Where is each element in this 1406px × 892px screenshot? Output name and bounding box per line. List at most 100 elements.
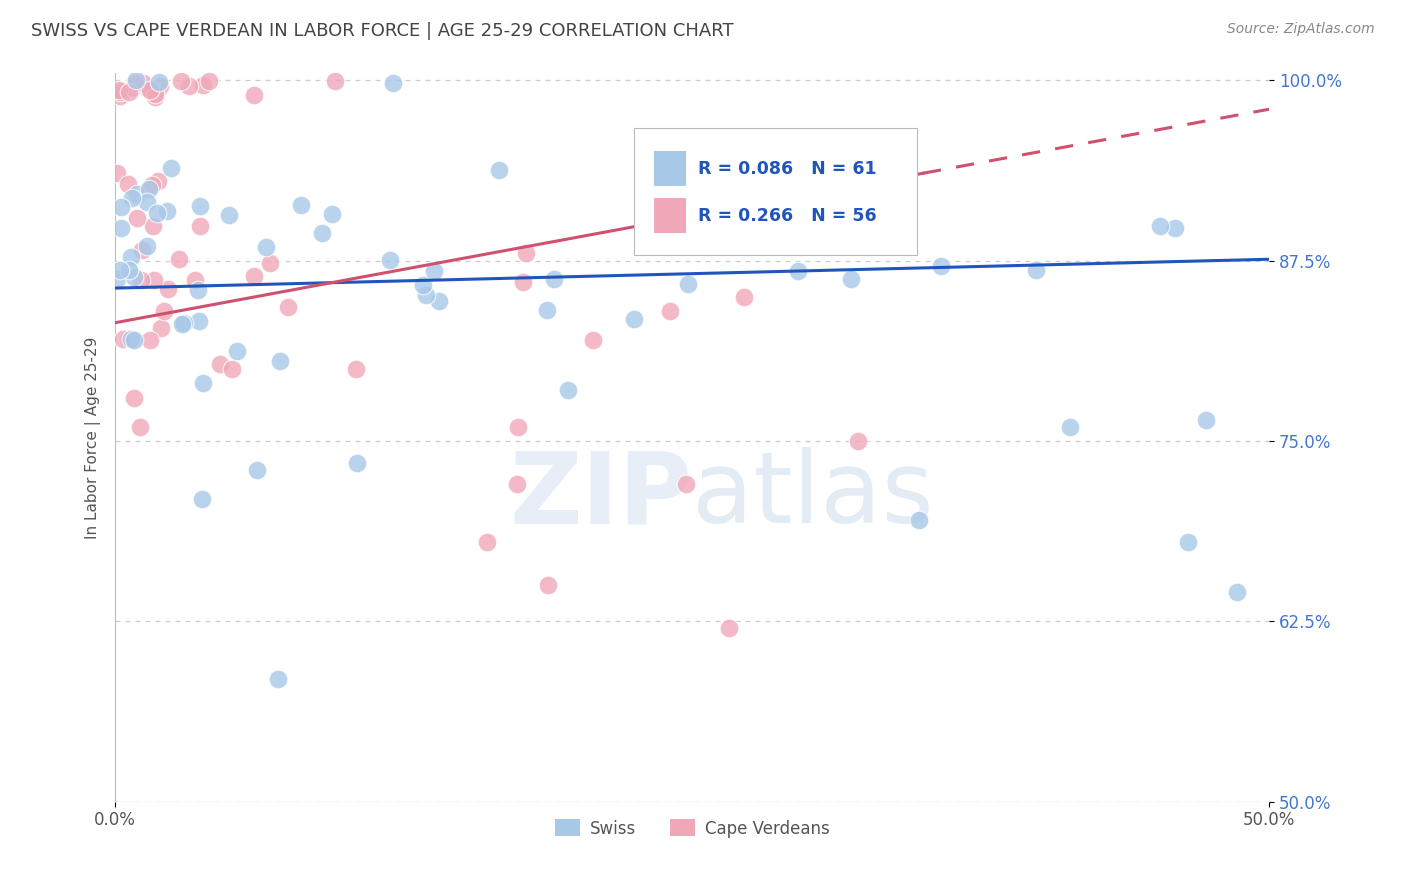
Point	[423, 264, 446, 278]
Point	[427, 293, 450, 308]
Point	[415, 288, 437, 302]
Point	[149, 78, 172, 93]
Point	[1164, 221, 1187, 235]
Point	[515, 246, 537, 260]
Point	[129, 419, 152, 434]
Point	[325, 74, 347, 88]
Point	[117, 177, 139, 191]
Point	[107, 272, 129, 286]
Point	[506, 419, 529, 434]
Point	[218, 208, 240, 222]
Point	[160, 161, 183, 175]
Point	[120, 332, 142, 346]
Point	[122, 391, 145, 405]
Point	[122, 269, 145, 284]
Point	[321, 207, 343, 221]
Point	[209, 357, 232, 371]
Point	[221, 362, 243, 376]
Point	[412, 277, 434, 292]
Point	[269, 354, 291, 368]
Text: atlas: atlas	[692, 447, 934, 544]
Text: Source: ZipAtlas.com: Source: ZipAtlas.com	[1227, 22, 1375, 37]
Point	[142, 219, 165, 233]
Point	[139, 83, 162, 97]
Point	[108, 86, 131, 100]
Point	[759, 204, 782, 219]
Point	[136, 194, 159, 209]
Point	[146, 206, 169, 220]
Point	[1025, 262, 1047, 277]
Point	[167, 252, 190, 267]
Point	[107, 166, 129, 180]
Point	[841, 272, 863, 286]
Point	[187, 283, 209, 297]
Text: R = 0.266   N = 56: R = 0.266 N = 56	[697, 207, 876, 225]
Point	[557, 383, 579, 397]
Point	[108, 262, 131, 277]
Point	[138, 181, 160, 195]
Point	[190, 491, 212, 506]
Point	[153, 304, 176, 318]
Point	[475, 535, 498, 549]
Point	[1226, 585, 1249, 599]
Text: ZIP: ZIP	[509, 447, 692, 544]
Point	[488, 163, 510, 178]
Point	[122, 333, 145, 347]
Point	[139, 333, 162, 347]
Point	[242, 268, 264, 283]
Point	[505, 477, 527, 491]
Point	[259, 256, 281, 270]
Point	[658, 304, 681, 318]
Y-axis label: In Labor Force | Age 25-29: In Labor Force | Age 25-29	[86, 336, 101, 539]
Point	[512, 276, 534, 290]
Point	[121, 191, 143, 205]
Point	[184, 273, 207, 287]
Point	[623, 311, 645, 326]
Point	[543, 271, 565, 285]
Point	[136, 239, 159, 253]
Point	[120, 332, 142, 346]
Legend: Swiss, Cape Verdeans: Swiss, Cape Verdeans	[548, 813, 837, 844]
Point	[1149, 219, 1171, 234]
Point	[173, 316, 195, 330]
Point	[148, 75, 170, 89]
Point	[311, 226, 333, 240]
Point	[110, 220, 132, 235]
Point	[143, 87, 166, 101]
Point	[290, 198, 312, 212]
Point	[243, 88, 266, 103]
Point	[225, 344, 247, 359]
Point	[676, 277, 699, 292]
Point	[787, 264, 810, 278]
Point	[112, 332, 135, 346]
Point	[191, 376, 214, 391]
Point	[138, 81, 160, 95]
Point	[191, 78, 214, 93]
Point	[733, 290, 755, 304]
Point	[124, 76, 146, 90]
Point	[146, 174, 169, 188]
Point	[143, 89, 166, 103]
Point	[156, 203, 179, 218]
Point	[537, 578, 560, 592]
Point	[536, 302, 558, 317]
Point	[581, 333, 603, 347]
Point	[344, 362, 367, 376]
Point	[170, 74, 193, 88]
Point	[125, 73, 148, 87]
Point	[118, 263, 141, 277]
Point	[346, 456, 368, 470]
Text: SWISS VS CAPE VERDEAN IN LABOR FORCE | AGE 25-29 CORRELATION CHART: SWISS VS CAPE VERDEAN IN LABOR FORCE | A…	[31, 22, 734, 40]
Point	[246, 463, 269, 477]
Point	[143, 273, 166, 287]
Point	[122, 80, 145, 95]
Point	[734, 173, 756, 187]
Point	[929, 259, 952, 273]
Point	[846, 434, 869, 448]
Point	[277, 300, 299, 314]
Point	[125, 211, 148, 225]
Point	[254, 239, 277, 253]
Point	[378, 253, 401, 268]
Point	[141, 178, 163, 193]
FancyBboxPatch shape	[654, 151, 686, 186]
